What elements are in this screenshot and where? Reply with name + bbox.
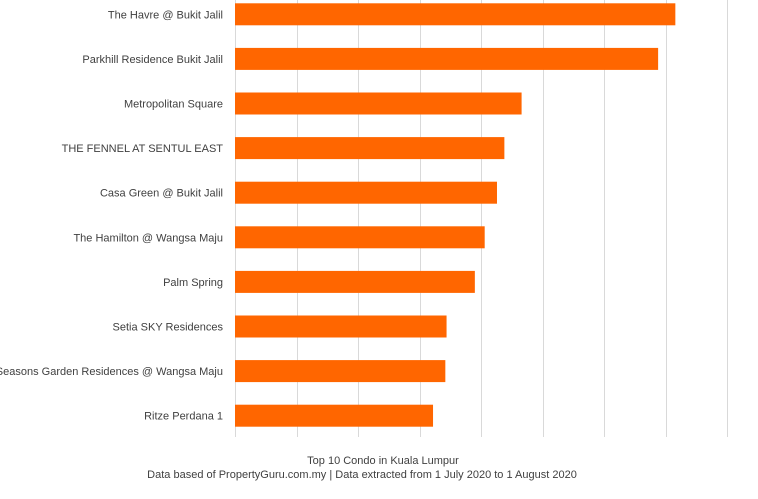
category-label: Metropolitan Square [124,99,223,111]
category-label: Seasons Garden Residences @ Wangsa Maju [0,366,223,378]
bar [235,360,446,383]
category-label: Setia SKY Residences [113,322,224,334]
bar [235,226,485,249]
category-label: The Havre @ Bukit Jalil [108,9,223,21]
category-label: Palm Spring [163,277,223,289]
chart-title: Top 10 Condo in Kuala Lumpur [307,455,459,467]
vertical-gridlines [235,0,728,437]
category-label: Ritze Perdana 1 [144,411,223,423]
category-label: The Hamilton @ Wangsa Maju [73,232,223,244]
bar [235,315,447,338]
bar [235,270,475,293]
bar [235,137,505,160]
bar [235,92,522,115]
category-label: Parkhill Residence Bukit Jalil [82,54,223,66]
bar [235,404,434,427]
bar [235,3,676,26]
bars-group [235,3,676,427]
chart-subtitle: Data based of PropertyGuru.com.my | Data… [147,469,577,481]
category-labels-group: The Havre @ Bukit Jalil Parkhill Residenc… [0,9,223,422]
category-label: Casa Green @ Bukit Jalil [100,188,223,200]
bar [235,181,497,204]
category-label: THE FENNEL AT SENTUL EAST [62,143,224,155]
bar [235,47,659,70]
